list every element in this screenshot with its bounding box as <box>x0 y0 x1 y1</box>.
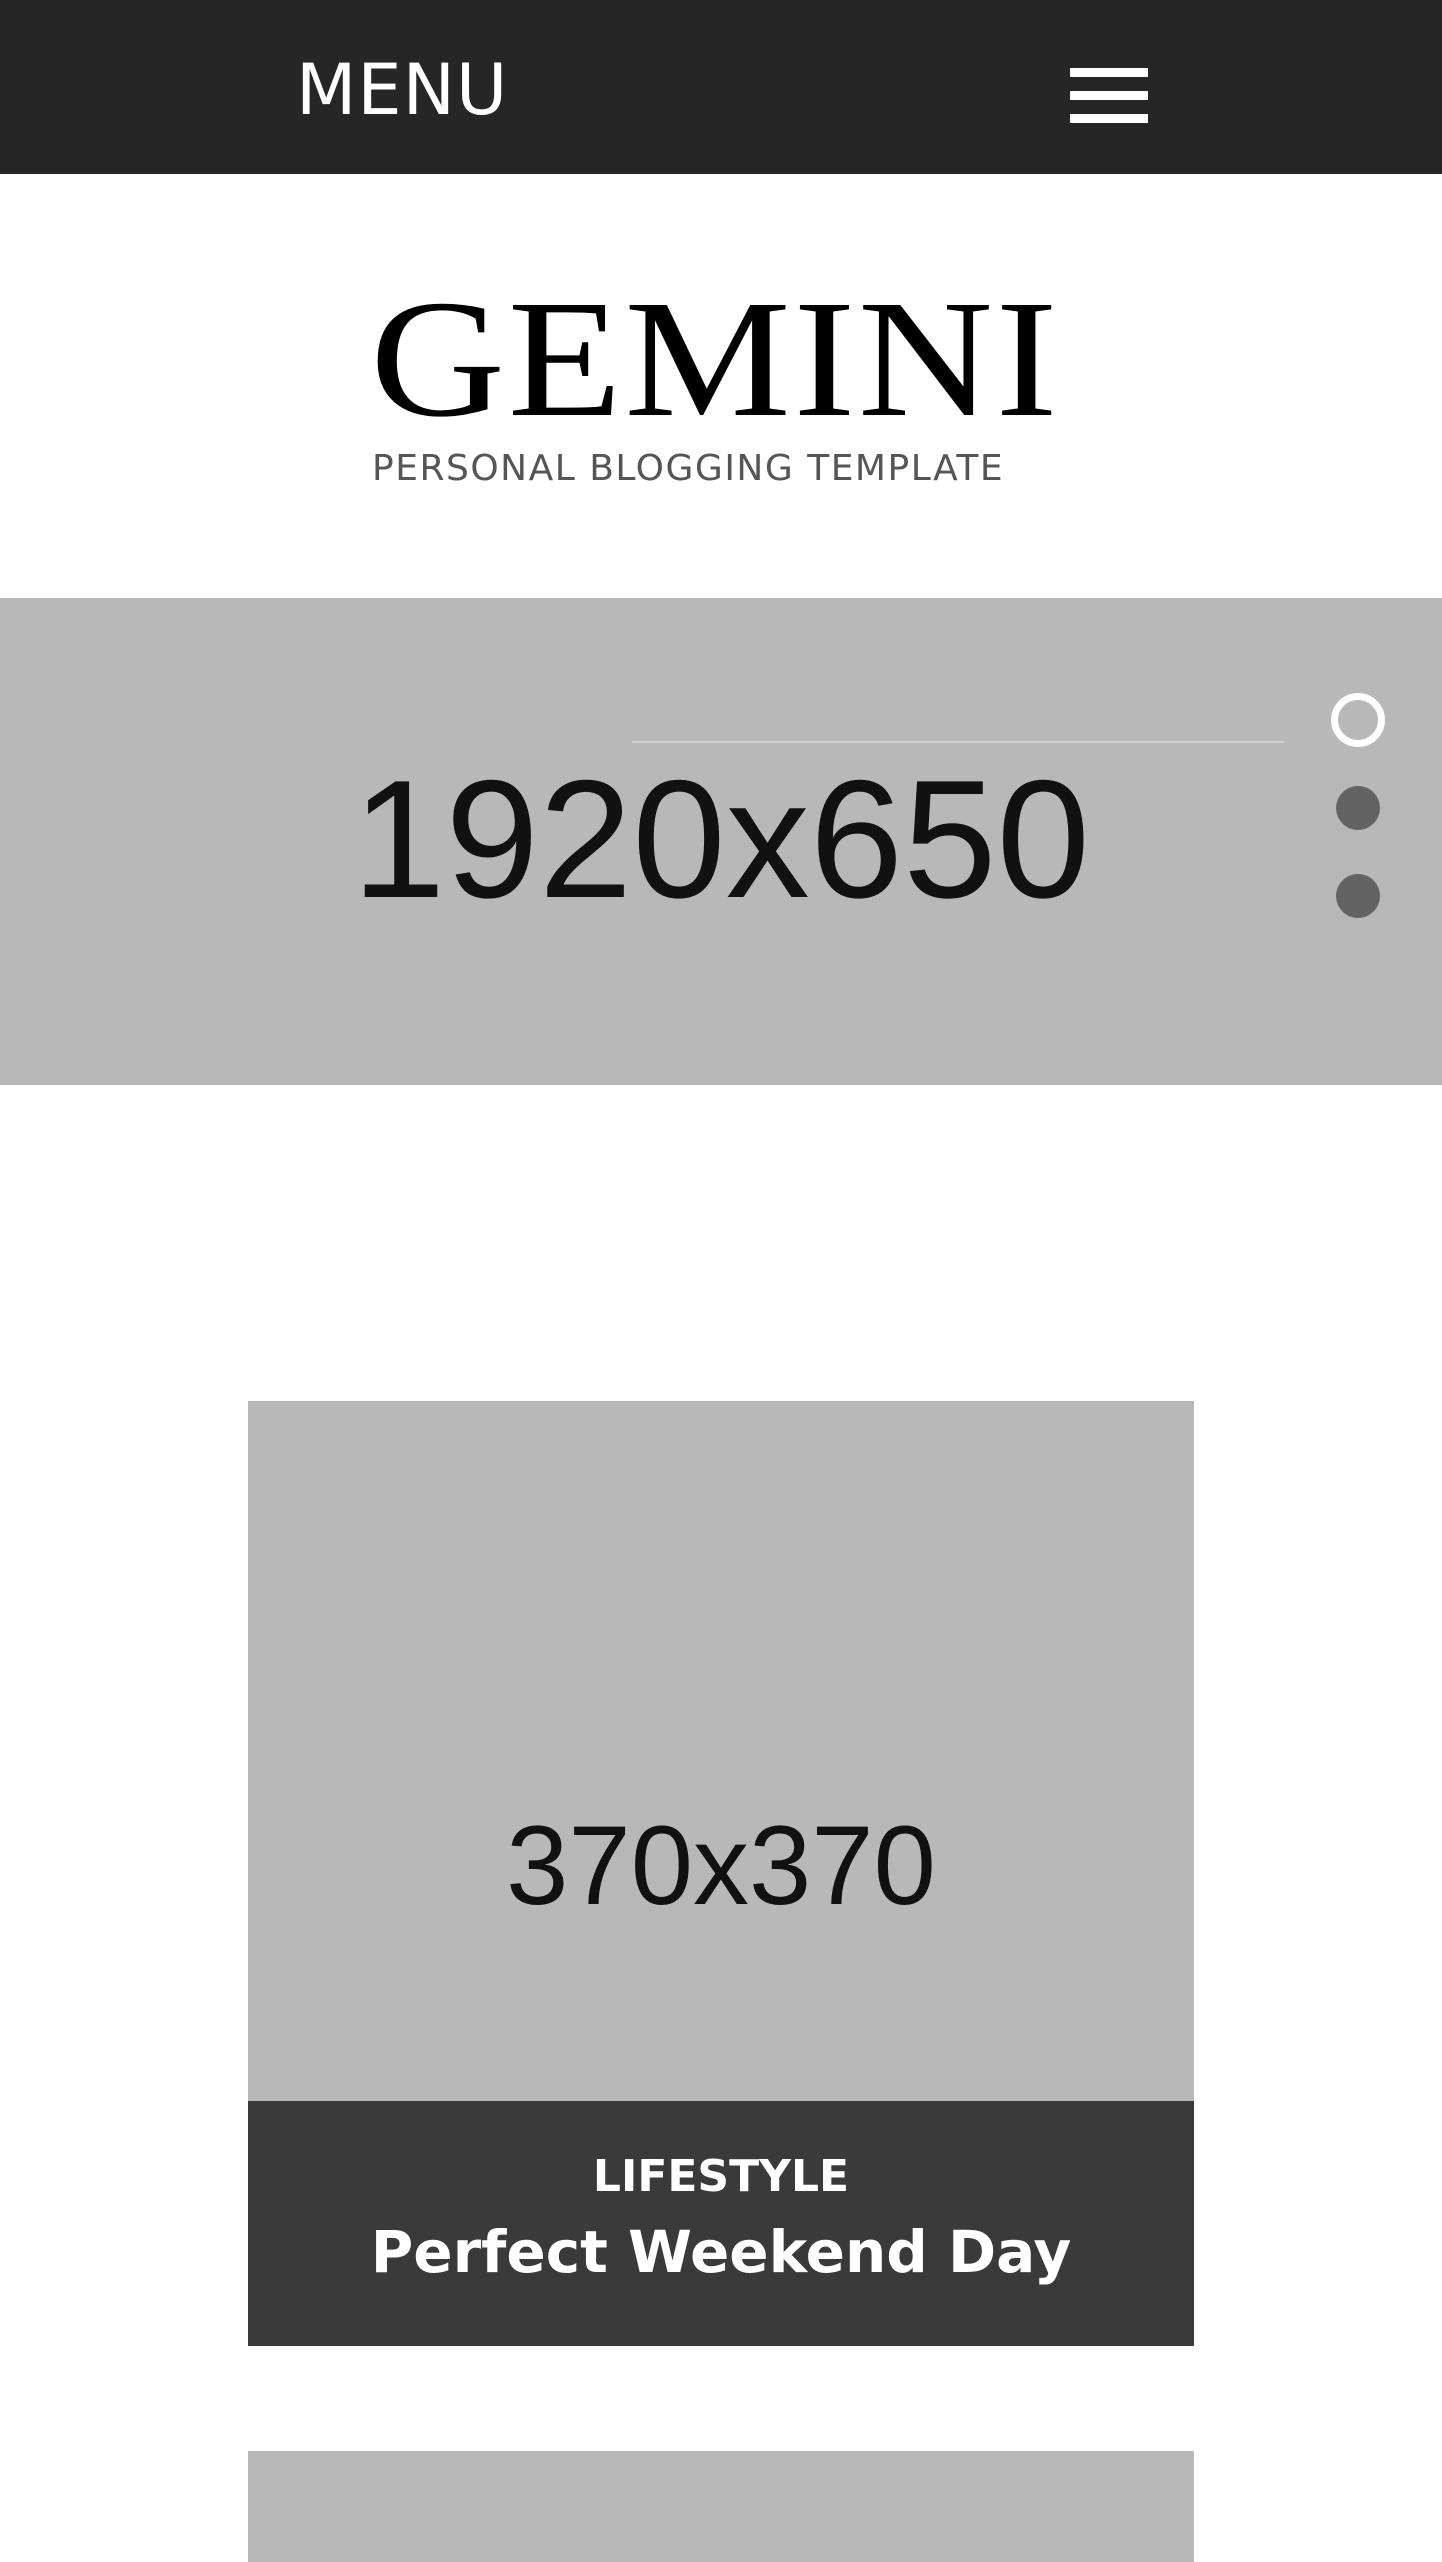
menu-label[interactable]: MENU <box>296 49 509 131</box>
post-card[interactable]: 370x370 LIFESTYLE Perfect Weekend Day <box>248 1401 1194 2346</box>
post-caption: LIFESTYLE Perfect Weekend Day <box>248 2101 1194 2346</box>
post-card-next-image[interactable] <box>248 2451 1194 2562</box>
post-category[interactable]: LIFESTYLE <box>592 2151 850 2202</box>
hamburger-line <box>1070 68 1148 77</box>
slider-divider <box>632 741 1284 743</box>
logo-tagline: PERSONAL BLOGGING TEMPLATE <box>372 448 1005 489</box>
post-image-placeholder: 370x370 <box>506 1803 936 1928</box>
logo-wordmark-text: GEMINI <box>370 266 1060 435</box>
post-title[interactable]: Perfect Weekend Day <box>370 2218 1072 2286</box>
hamburger-line <box>1070 91 1148 100</box>
post-image[interactable]: 370x370 <box>248 1401 1194 2101</box>
site-logo[interactable]: GEMINI PERSONAL BLOGGING TEMPLATE <box>360 265 1080 505</box>
slider-dot-3[interactable] <box>1336 874 1380 918</box>
top-nav-bar: MENU <box>0 0 1442 174</box>
slider-dot-1[interactable] <box>1331 693 1385 747</box>
slider-dot-2[interactable] <box>1336 786 1380 830</box>
hero-slider[interactable]: 1920x650 <box>0 598 1442 1085</box>
logo-wordmark: GEMINI <box>370 266 1060 435</box>
hamburger-line <box>1070 114 1148 123</box>
hamburger-icon[interactable] <box>1070 68 1148 124</box>
hero-image-placeholder: 1920x650 <box>351 745 1091 933</box>
